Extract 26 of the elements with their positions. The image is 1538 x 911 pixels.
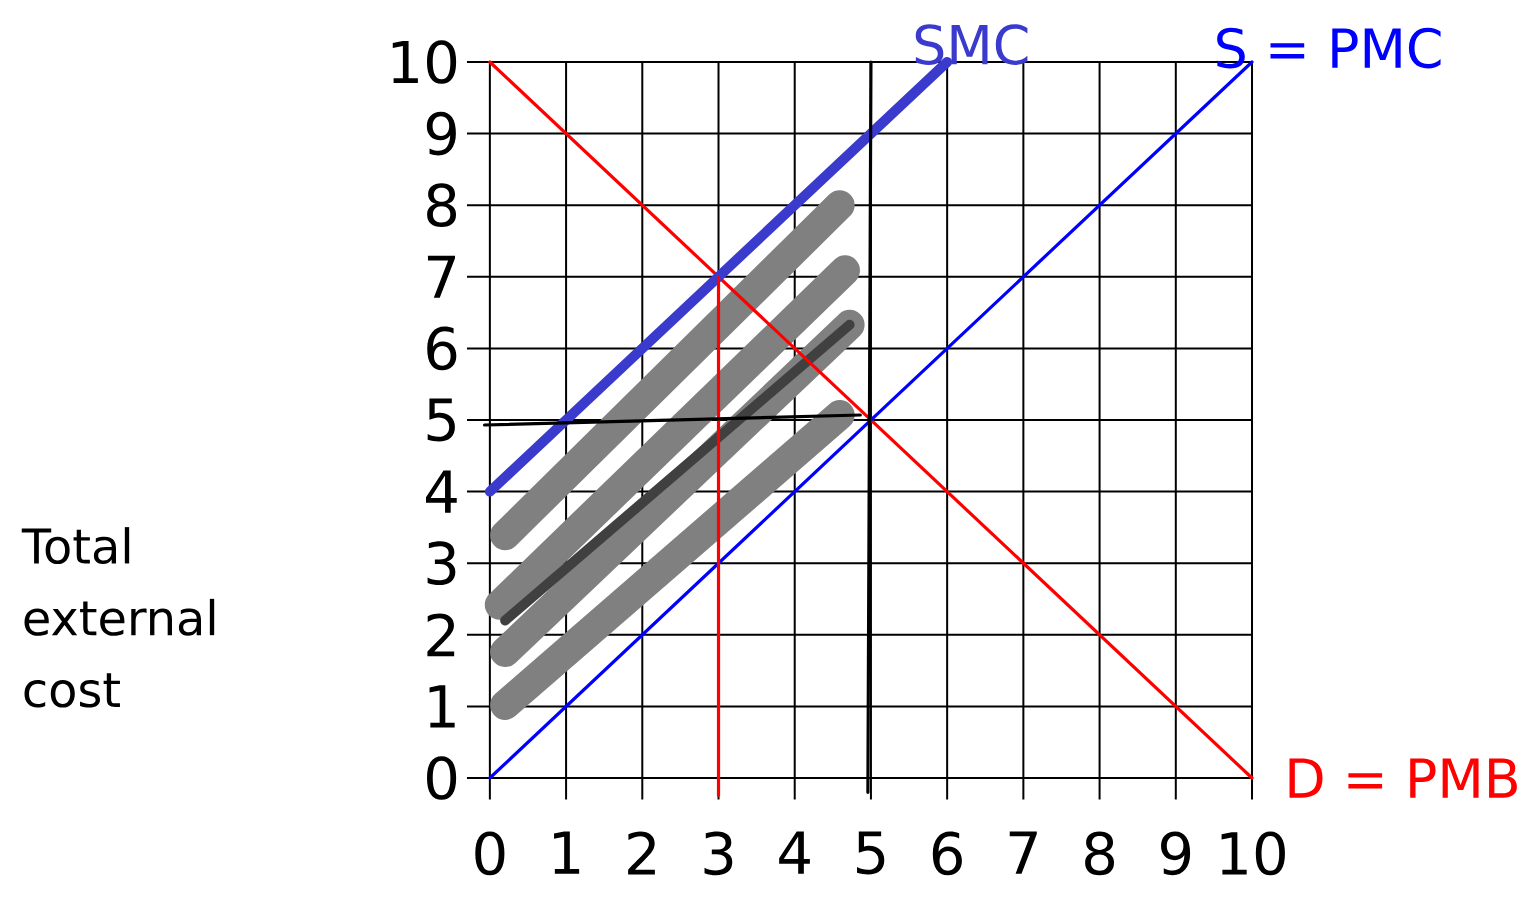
y-tick-label: 10: [392, 40, 457, 84]
y-tick-label: 8: [427, 183, 457, 228]
y-tick-label: 4: [426, 470, 457, 513]
x-tick-label: 0: [475, 831, 505, 876]
y-tick-label: 6: [427, 326, 457, 371]
x-tick-label: 9: [1161, 831, 1191, 876]
y-tick-label: 5: [427, 398, 455, 442]
x-tick-label: 6: [932, 831, 962, 876]
x-tick-label: 7: [1009, 831, 1037, 874]
x-tick-label: 8: [1085, 831, 1115, 876]
series-label: S = PMC: [1217, 27, 1441, 69]
series-label: SMC: [915, 24, 1028, 65]
y-tick-label: 9: [426, 111, 456, 156]
y-axis-title: Total external cost: [21, 527, 215, 708]
y-tick-label: 1: [429, 685, 455, 728]
x-tick-label: 2: [628, 831, 655, 875]
x-tick-label: 3: [704, 831, 733, 876]
y-tick-label: 3: [427, 541, 456, 586]
y-tick-label: 2: [427, 613, 455, 657]
x-tick-label: 4: [779, 831, 810, 874]
x-tick-label: 5: [857, 831, 885, 875]
series-label: D = PMB: [1289, 758, 1517, 798]
y-tick-label: 7: [427, 255, 456, 298]
x-tick-label: 1: [554, 831, 580, 874]
x-tick-label: 10: [1221, 831, 1285, 876]
y-tick-label: 0: [427, 756, 457, 800]
